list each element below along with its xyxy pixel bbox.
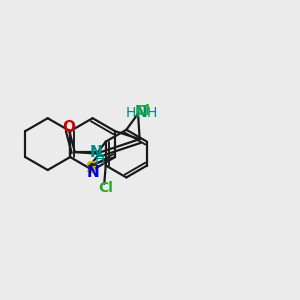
Text: Cl: Cl xyxy=(135,104,150,118)
Text: S: S xyxy=(86,161,98,176)
Text: H: H xyxy=(146,106,157,121)
Text: N: N xyxy=(90,145,103,160)
Text: H: H xyxy=(125,106,136,121)
Text: N: N xyxy=(86,165,99,180)
Text: N: N xyxy=(134,105,147,120)
Text: Cl: Cl xyxy=(98,181,113,195)
Text: O: O xyxy=(62,120,76,135)
Text: H: H xyxy=(94,153,105,167)
